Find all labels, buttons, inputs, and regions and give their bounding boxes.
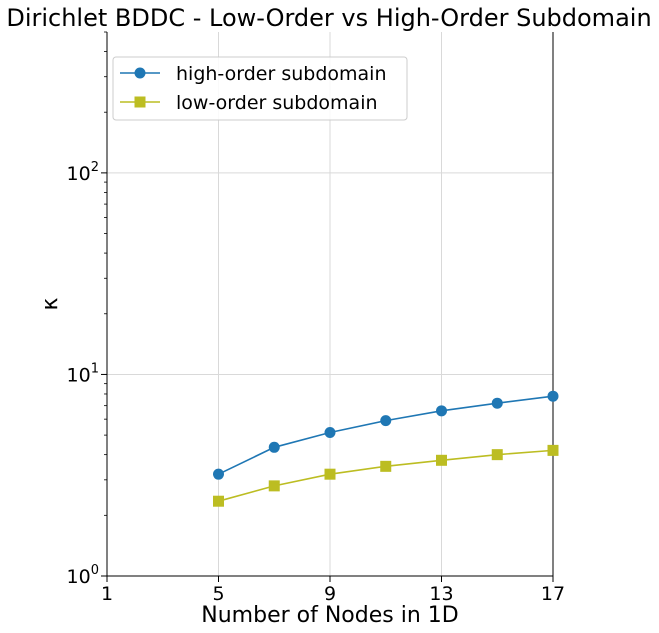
x-tick-label: 9 xyxy=(324,583,336,605)
data-point xyxy=(268,441,280,453)
data-point xyxy=(547,390,559,402)
data-point xyxy=(491,397,503,409)
legend-marker xyxy=(134,67,146,79)
data-point xyxy=(213,495,224,507)
x-axis-label: Number of Nodes in 1D xyxy=(201,603,458,628)
data-point xyxy=(268,480,280,492)
y-tick-base: 10 xyxy=(67,163,91,185)
legend: high-order subdomain low-order subdomain xyxy=(112,56,408,121)
y-tick-exponent: 1 xyxy=(91,361,99,376)
legend-box xyxy=(112,56,408,121)
x-tick-label: 17 xyxy=(541,583,565,605)
data-point xyxy=(324,468,336,480)
x-tick-label: 13 xyxy=(429,583,453,605)
y-tick-label: 101 xyxy=(67,361,99,386)
data-point xyxy=(213,468,224,480)
x-tick-label: 5 xyxy=(212,583,224,605)
series-0 xyxy=(213,390,559,480)
legend-marker xyxy=(134,96,146,108)
x-tick-label: 1 xyxy=(101,583,113,605)
y-tick-exponent: 0 xyxy=(91,563,99,578)
data-point xyxy=(491,449,503,461)
data-point xyxy=(436,405,447,417)
y-tick-base: 10 xyxy=(67,364,91,386)
series-1 xyxy=(213,444,559,507)
data-point xyxy=(436,454,447,466)
y-axis-label: κ xyxy=(38,297,63,310)
y-tick-label: 100 xyxy=(67,563,99,588)
series-layer xyxy=(213,390,559,507)
data-point xyxy=(324,427,336,439)
y-tick-label: 102 xyxy=(67,160,99,185)
legend-label: low-order subdomain xyxy=(176,92,378,114)
y-tick-base: 10 xyxy=(67,566,91,588)
data-point xyxy=(547,444,559,456)
data-point xyxy=(380,460,392,472)
legend-label: high-order subdomain xyxy=(176,63,387,85)
y-tick-exponent: 2 xyxy=(91,160,99,175)
data-point xyxy=(380,415,392,427)
chart-title: Dirichlet BDDC - Low-Order vs High-Order… xyxy=(6,4,651,32)
